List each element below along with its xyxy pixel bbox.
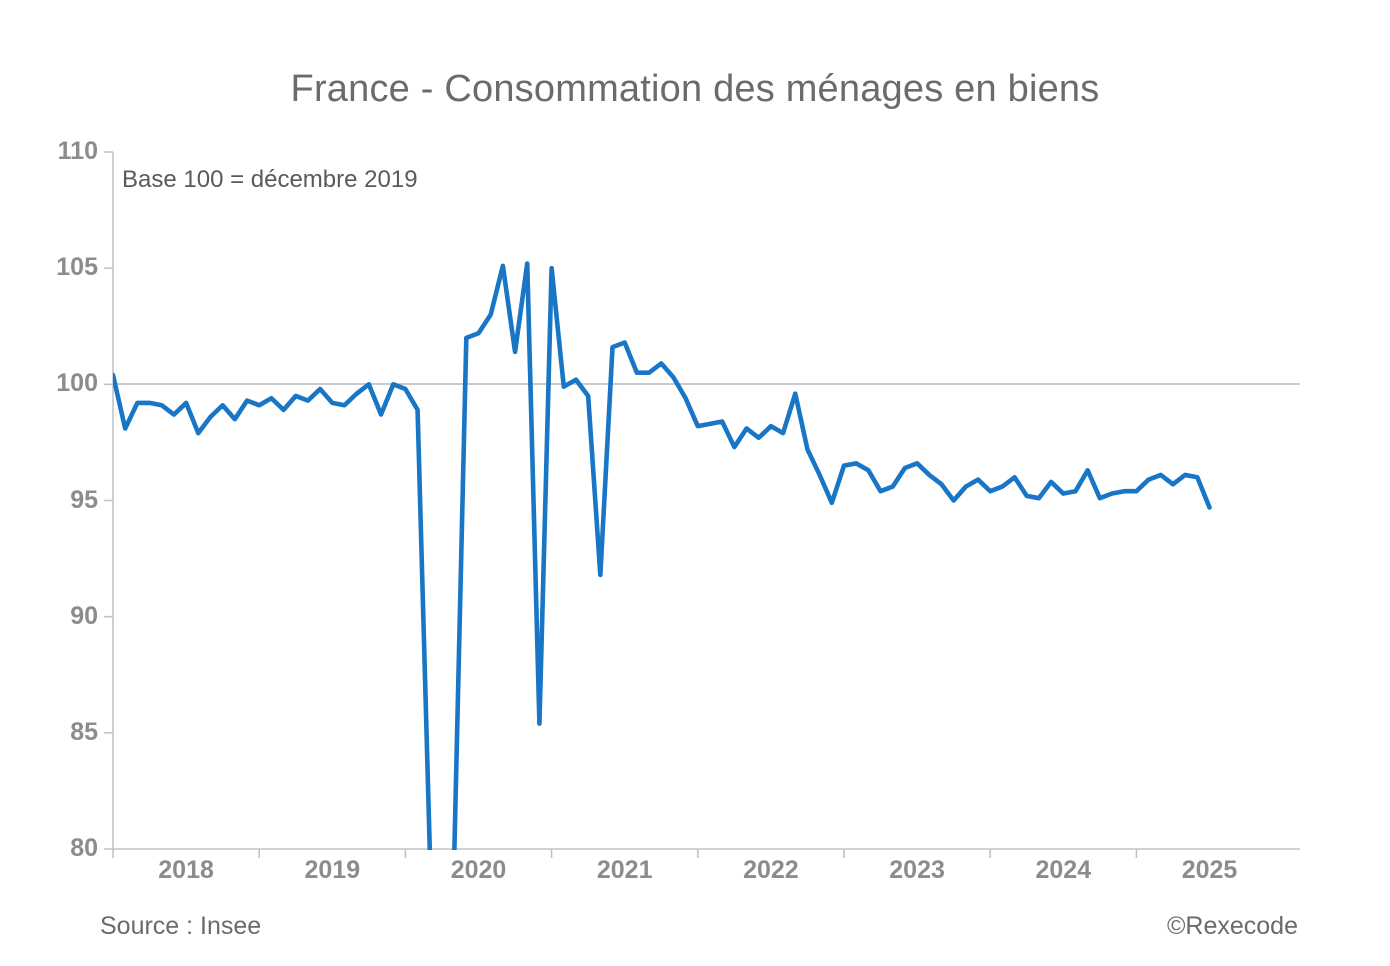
x-axis-label: 2025 [1181, 856, 1238, 884]
y-axis-label: 100 [56, 369, 98, 398]
x-axis-label: 2019 [304, 856, 361, 884]
y-axis-label: 110 [57, 137, 98, 165]
x-axis-label: 2018 [158, 856, 214, 884]
chart-subtitle: Base 100 = décembre 2019 [122, 166, 418, 193]
source-note: Source : Insee [100, 912, 262, 940]
copyright-note: ©Rexecode [1167, 912, 1298, 940]
y-axis-label: 90 [70, 601, 98, 630]
x-axis-label: 2022 [743, 856, 799, 884]
y-axis-label: 85 [70, 717, 98, 746]
x-axis-label: 2023 [889, 856, 945, 884]
data-series-line [113, 261, 1212, 850]
y-axis-label: 95 [70, 485, 98, 514]
x-axis-label: 2024 [1035, 856, 1092, 884]
y-axis-tick-marks [104, 151, 113, 850]
x-axis-tick-marks [112, 849, 1138, 858]
y-axis-label: 105 [56, 253, 98, 282]
chart-title: France - Consommation des ménages en bie… [290, 68, 1100, 110]
x-axis-label: 2020 [450, 856, 507, 884]
x-axis-label: 2021 [596, 856, 653, 884]
y-axis-label: 80 [70, 834, 98, 862]
y-axis-labels: 110 105 100 95 90 85 80 [36, 0, 98, 966]
